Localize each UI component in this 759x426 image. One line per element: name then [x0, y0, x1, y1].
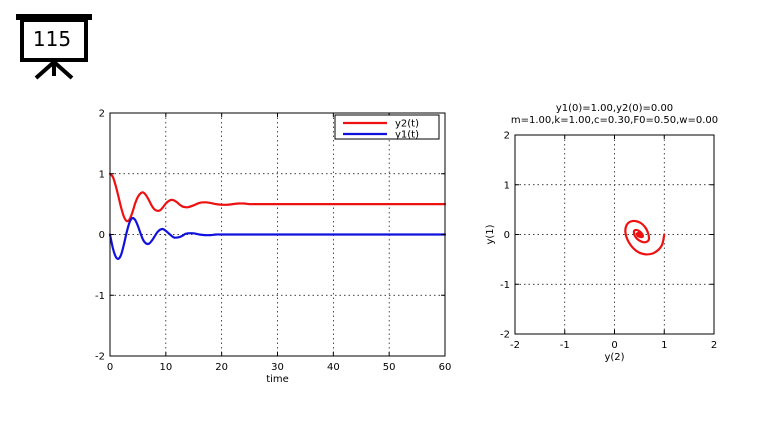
x-tick-label: 0	[107, 362, 113, 373]
series-line-y2t	[108, 172, 447, 223]
y-tick-label: 2	[99, 109, 105, 120]
y-axis-label: y(1)	[485, 224, 496, 244]
chart-subtitle: m=1.00,k=1.00,c=0.30,F0=0.50,w=0.00	[511, 115, 718, 126]
y-tick-label: 2	[504, 131, 510, 142]
x-tick-label: 40	[327, 362, 340, 373]
x-tick-label: -1	[560, 340, 570, 351]
x-tick-label: -2	[510, 340, 520, 351]
y-tick-label: -2	[500, 330, 510, 341]
y-tick-label: -1	[500, 280, 510, 291]
x-tick-label: 0	[611, 340, 617, 351]
chart-title: y1(0)=1.00,y2(0)=0.00	[556, 103, 673, 114]
y-tick-label: -1	[95, 291, 105, 302]
y-tick-label: -2	[95, 352, 105, 363]
x-tick-label: 50	[383, 362, 396, 373]
x-tick-label: 20	[215, 362, 228, 373]
legend-entry: y2(t)	[395, 119, 419, 130]
y-tick-label: 0	[99, 230, 105, 241]
series-line-trajectory	[624, 219, 666, 256]
x-axis-label: time	[266, 374, 289, 385]
spiral-center-point	[636, 231, 643, 238]
y-tick-label: 1	[99, 169, 105, 180]
slide-number: 115	[32, 27, 72, 51]
chart-1: 0 10 20 30 40 50 60 -2 -1 0 1 2 time y2(t)y1(t)	[95, 109, 451, 386]
presentation-board-icon	[16, 14, 92, 80]
x-tick-label: 2	[711, 340, 717, 351]
x-tick-label: 1	[661, 340, 667, 351]
series-line-y1t	[108, 216, 447, 260]
y-tick-label: 0	[504, 230, 510, 241]
legend-box	[334, 114, 440, 140]
x-tick-label: 30	[271, 362, 284, 373]
chart-2: -2 -1 0 1 2 -2 -1 0 1 2 y(2) y(1) y1(0)=1.00,y2(0)=0…	[485, 103, 718, 363]
y-tick-label: 1	[504, 180, 510, 191]
legend-entry: y1(t)	[395, 130, 419, 141]
x-tick-label: 60	[439, 362, 452, 373]
x-tick-label: 10	[159, 362, 172, 373]
x-axis-label: y(2)	[604, 352, 624, 363]
